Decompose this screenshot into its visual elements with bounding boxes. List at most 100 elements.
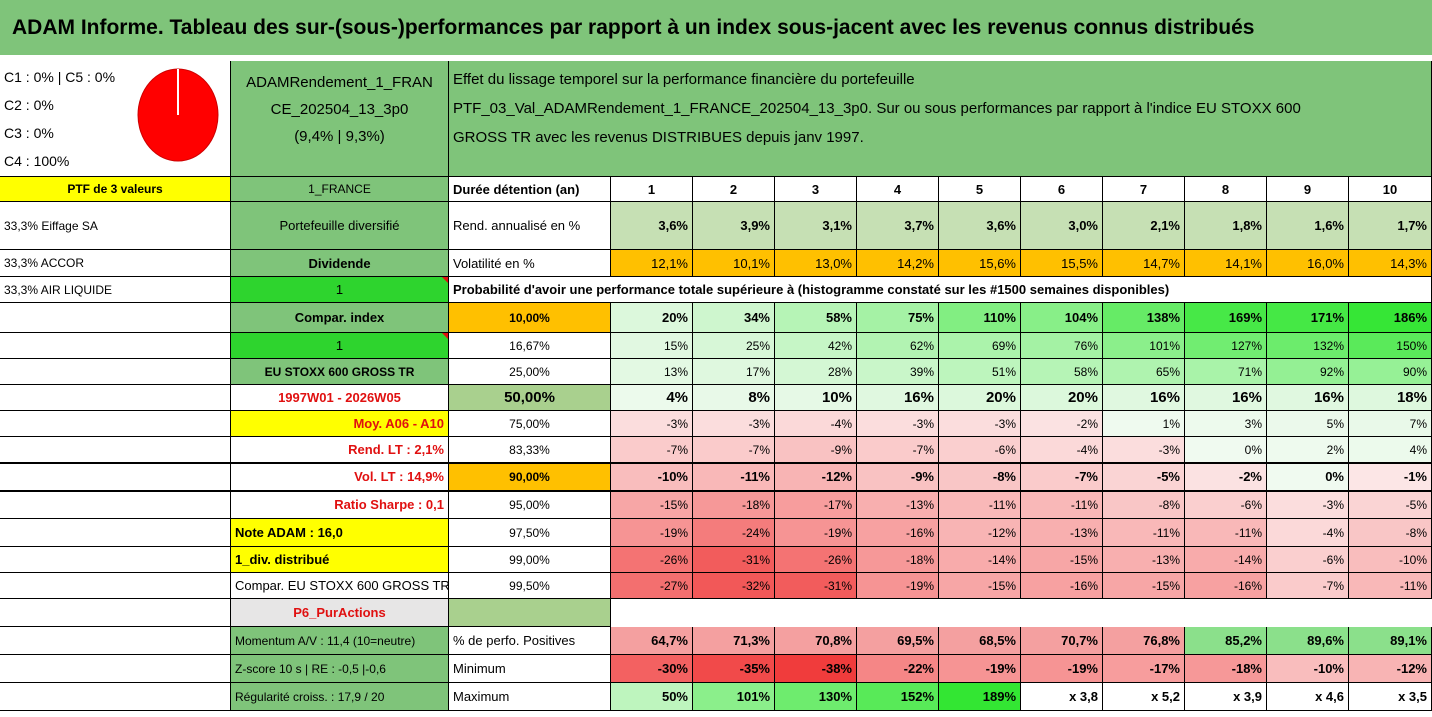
probability-value: 58% [1021, 359, 1103, 385]
dividend-distributed: 1_div. distribué [231, 547, 449, 573]
probability-value: 7% [1349, 411, 1432, 437]
probability-value: -3% [1267, 491, 1349, 519]
adam-score: Note ADAM : 16,0 [231, 519, 449, 547]
year-header: 3 [775, 177, 857, 202]
probability-value: -13% [1021, 519, 1103, 547]
probability-value: -3% [857, 411, 939, 437]
positive-perf-value: 70,7% [1021, 627, 1103, 655]
probability-value: 16% [1267, 385, 1349, 411]
minimum-value: -19% [1021, 655, 1103, 683]
probability-value: 69% [939, 333, 1021, 359]
maximum-value: 130% [775, 683, 857, 711]
probability-value: 171% [1267, 303, 1349, 333]
maximum-value: x 3,5 [1349, 683, 1432, 711]
probability-value: -5% [1349, 491, 1432, 519]
probability-value: -3% [693, 411, 775, 437]
probability-value: 25% [693, 333, 775, 359]
blank-left-cell [0, 385, 231, 411]
legend-c3: C3 : 0% [4, 125, 54, 141]
probability-value: 0% [1267, 463, 1349, 491]
probability-value: 0% [1185, 437, 1267, 463]
positive-perf-value: 89,6% [1267, 627, 1349, 655]
blank-left-cell [0, 655, 231, 683]
legend-box: C1 : 0% | C5 : 0% C2 : 0% C3 : 0% C4 : 1… [0, 61, 231, 177]
volatility-value: 13,0% [775, 250, 857, 277]
probability-value: -5% [1103, 463, 1185, 491]
maximum-value: x 3,9 [1185, 683, 1267, 711]
positive-perf-value: 76,8% [1103, 627, 1185, 655]
minimum-value: -18% [1185, 655, 1267, 683]
probability-value: -15% [611, 491, 693, 519]
positive-perf-value: 64,7% [611, 627, 693, 655]
percentile-level: 16,67% [449, 333, 611, 359]
probability-value: 18% [1349, 385, 1432, 411]
compare-index-input[interactable]: 1 [231, 333, 449, 359]
year-header: 2 [693, 177, 775, 202]
probability-value: 34% [693, 303, 775, 333]
probability-value: -11% [1021, 491, 1103, 519]
probability-value: -10% [611, 463, 693, 491]
positive-perf-value: 69,5% [857, 627, 939, 655]
probability-value: -26% [611, 547, 693, 573]
minimum-value: -12% [1349, 655, 1432, 683]
dividend-count-input[interactable]: 1 [231, 277, 449, 303]
probability-value: -9% [775, 437, 857, 463]
blank-left-cell [0, 463, 231, 491]
maximum-value: 50% [611, 683, 693, 711]
probability-value: 4% [1349, 437, 1432, 463]
probability-value: -7% [1267, 573, 1349, 599]
percentile-level: 83,33% [449, 437, 611, 463]
volatility-value: 10,1% [693, 250, 775, 277]
year-header: 1 [611, 177, 693, 202]
probability-value: 186% [1349, 303, 1432, 333]
legend-c1-c5: C1 : 0% | C5 : 0% [4, 69, 116, 85]
probability-value: -11% [693, 463, 775, 491]
dividend-label: Dividende [231, 250, 449, 277]
holding-2: 33,3% ACCOR [0, 250, 231, 277]
probability-value: -18% [693, 491, 775, 519]
probability-value: 90% [1349, 359, 1432, 385]
percentile-level: 99,00% [449, 547, 611, 573]
probability-value: 71% [1185, 359, 1267, 385]
holding-duration-label: Durée détention (an) [449, 177, 611, 202]
blank-green-cell [449, 599, 611, 627]
probability-value: 42% [775, 333, 857, 359]
positive-perf-value: 71,3% [693, 627, 775, 655]
blank-left-cell [0, 411, 231, 437]
positive-perf-value: 70,8% [775, 627, 857, 655]
portfolio-type: Portefeuille diversifié [231, 202, 449, 250]
probability-value: 169% [1185, 303, 1267, 333]
blank-left-cell [0, 627, 231, 655]
annual-return-value: 3,1% [775, 202, 857, 250]
blank-left-cell [0, 573, 231, 599]
probability-value: -3% [1103, 437, 1185, 463]
probability-value: -8% [1103, 491, 1185, 519]
probability-value: 16% [1103, 385, 1185, 411]
volatility-value: 14,3% [1349, 250, 1432, 277]
probability-value: 138% [1103, 303, 1185, 333]
blank-left-cell [0, 491, 231, 519]
comment-marker [442, 277, 448, 283]
probability-value: 58% [775, 303, 857, 333]
long-term-return: Rend. LT : 2,1% [231, 437, 449, 463]
year-header: 5 [939, 177, 1021, 202]
probability-value: -15% [1103, 573, 1185, 599]
average-label: Moy. A06 - A10 [231, 411, 449, 437]
period-label: 1997W01 - 2026W05 [231, 385, 449, 411]
compare-index-label: Compar. index [231, 303, 449, 333]
probability-value: -24% [693, 519, 775, 547]
probability-value: -3% [611, 411, 693, 437]
annual-return-value: 1,7% [1349, 202, 1432, 250]
probability-value: -4% [1267, 519, 1349, 547]
probability-value: -32% [693, 573, 775, 599]
fund-name-line2: CE_202504_13_3p0 [270, 101, 409, 118]
probability-value: -31% [693, 547, 775, 573]
probability-value: -11% [1185, 519, 1267, 547]
probability-value: -17% [775, 491, 857, 519]
blank-left-cell [0, 359, 231, 385]
volatility-value: 15,6% [939, 250, 1021, 277]
probability-value: 1% [1103, 411, 1185, 437]
index-name: EU STOXX 600 GROSS TR [231, 359, 449, 385]
probability-value: -12% [939, 519, 1021, 547]
